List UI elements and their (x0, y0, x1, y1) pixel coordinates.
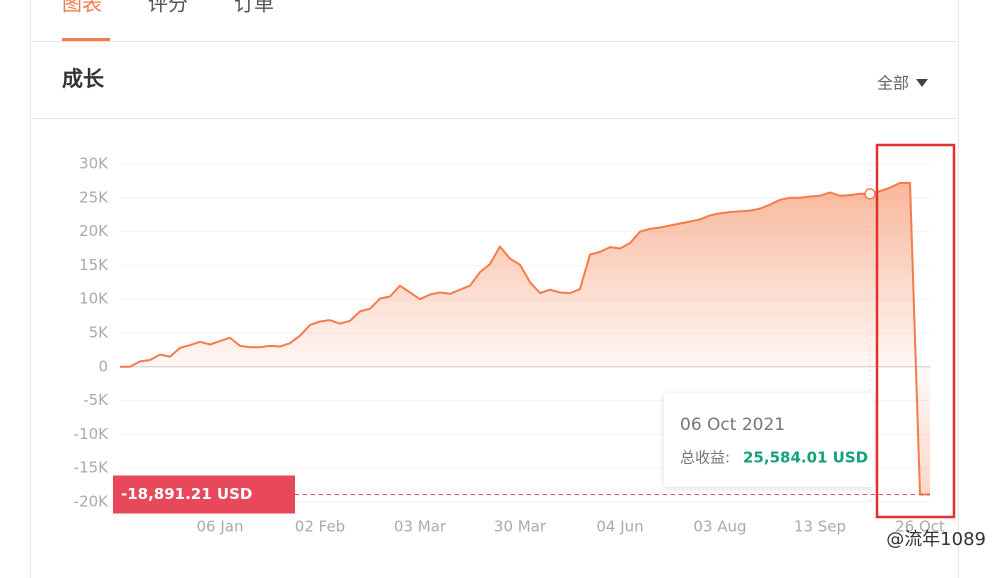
y-tick-label: 5K (89, 324, 110, 342)
line (120, 181, 930, 496)
tab[interactable]: 订单 (234, 0, 274, 16)
x-tick-label: 13 Sep (794, 518, 846, 536)
y-tick-label: -10K (74, 425, 109, 443)
y-tick-label: -15K (74, 459, 109, 477)
x-tick-label: 26 Oct (895, 518, 945, 536)
y-tick-label: 30K (79, 155, 109, 173)
x-tick-label: 02 Feb (295, 518, 345, 536)
y-tick-label: 25K (79, 188, 109, 206)
y-tick-label: 20K (79, 222, 109, 240)
tab[interactable]: 图表 (62, 0, 102, 16)
tooltip-date: 06 Oct 2021 (680, 415, 785, 435)
y-tick-label: 10K (79, 290, 109, 308)
filter[interactable]: 全部 (877, 74, 909, 93)
x-tick-label: 03 Aug (693, 518, 746, 536)
tooltip-label: 总收益: (680, 449, 730, 467)
x-tick-label: 03 Mar (394, 518, 447, 536)
x-tick-label: 04 Jun (596, 518, 643, 536)
tooltip-value: 25,584.01 USD (743, 449, 868, 467)
section-title: 成长 (62, 67, 105, 91)
watermark: @流年1089 (886, 529, 986, 550)
x-tick-label: 30 Mar (494, 518, 547, 536)
tab-underline (62, 38, 110, 41)
tooltip-box (664, 393, 874, 487)
y-tick-label: 0 (98, 357, 108, 375)
y-tick-label: 15K (79, 256, 109, 274)
dropdown-arrow[interactable] (916, 79, 928, 87)
plot: 30K 25K 20K 15K 10K 5K 0 -5K -10K -15K -20K 06 Jan 0… (74, 155, 945, 536)
tooltip-point (864, 188, 876, 200)
current-badge (113, 475, 295, 514)
y-tick-label: -5K (83, 391, 109, 409)
y-tick-label: -20K (74, 493, 109, 511)
x-tick-label: 06 Jan (197, 518, 244, 536)
tab[interactable]: 评分 (148, 0, 188, 16)
highlight-box (875, 143, 956, 519)
area-fill (120, 182, 930, 495)
current-label: -18,891.21 USD (121, 485, 252, 503)
